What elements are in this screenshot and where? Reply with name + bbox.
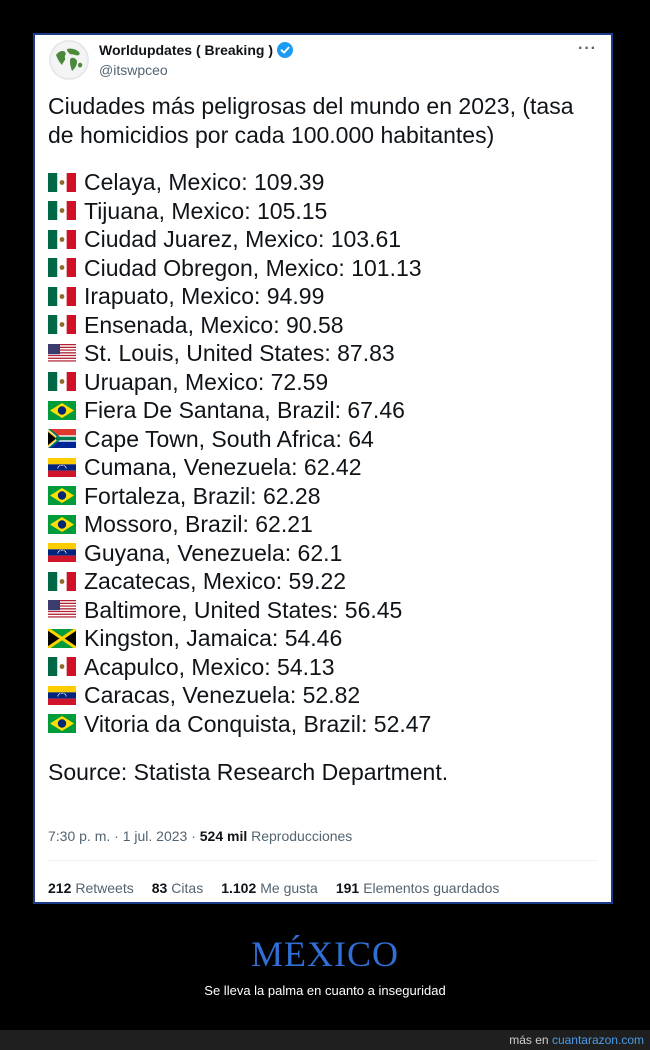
city-item-text: Baltimore, United States: 56.45 [84,596,403,623]
stat-label: Retweets [75,880,134,896]
city-list: Celaya, Mexico: 109.39 Tijuana, Mexico: 1… [48,168,604,738]
city-item: Zacatecas, Mexico: 59.22 [48,567,604,596]
south-africa-flag-icon [48,429,76,449]
mexico-flag-icon [48,286,76,306]
mexico-flag-icon [48,315,76,335]
mexico-flag-icon [48,201,76,221]
city-item-text: St. Louis, United States: 87.83 [84,340,395,366]
usa-flag-icon [48,343,76,363]
city-item-text: Kingston, Jamaica: 54.46 [84,625,343,651]
city-item-text: Ciudad Juarez, Mexico: 103.61 [84,226,402,252]
tweet-timestamp[interactable]: 7:30 p. m. · 1 jul. 2023 · [48,828,196,844]
city-item: Cumana, Venezuela: 62.42 [48,453,604,482]
brazil-flag-icon [48,400,76,420]
stat-count: 1.102 [221,880,257,896]
footer-text: más en cuantarazon.com [509,1033,644,1047]
globe-icon [51,42,87,78]
usa-flag-icon [48,600,76,620]
stat-count: 191 [335,880,360,896]
city-item-text: Fortaleza, Brazil: 62.28 [84,482,321,509]
venezuela-flag-icon [48,685,76,705]
more-options-icon[interactable]: ··· [578,40,597,57]
tweet-meta: 7:30 p. m. · 1 jul. 2023 · 524 mil Repro… [48,828,352,844]
stat-elementos-guardados[interactable]: 191 Elementos guardados [336,880,500,896]
city-item: Baltimore, United States: 56.45 [48,596,604,625]
stat-count: 83 [151,880,168,896]
mexico-flag-icon [48,258,76,278]
brazil-flag-icon [48,514,76,534]
city-item-text: Tijuana, Mexico: 105.15 [84,197,328,224]
caption-subtitle: Se lleva la palma en cuanto a insegurida… [204,983,446,998]
city-item: Vitoria da Conquista, Brazil: 52.47 [48,710,604,739]
stat-label: Me gusta [260,880,318,896]
city-item-text: Caracas, Venezuela: 52.82 [84,682,361,708]
city-item: Cape Town, South Africa: 64 [48,425,604,454]
city-item: Mossoro, Brazil: 62.21 [48,510,604,539]
views-count: 524 mil [199,828,248,844]
stat-label: Elementos guardados [363,880,500,896]
city-item: Kingston, Jamaica: 54.46 [48,624,604,653]
stat-citas[interactable]: 83 Citas [152,880,203,896]
city-item-text: Cumana, Venezuela: 62.42 [84,454,362,480]
city-item-text: Mossoro, Brazil: 62.21 [84,511,313,537]
author-name-row[interactable]: Worldupdates ( Breaking ) [99,41,293,59]
city-item-text: Ciudad Obregon, Mexico: 101.13 [84,254,422,281]
city-item: Fortaleza, Brazil: 62.28 [48,482,604,511]
footer-bar: más en cuantarazon.com [0,1030,650,1050]
mexico-flag-icon [48,172,76,192]
jamaica-flag-icon [48,628,76,648]
engagement-stats: 212 Retweets 83 Citas 1.102 Me gusta 191 Elemen… [48,880,499,896]
venezuela-flag-icon [48,543,76,563]
city-item: Celaya, Mexico: 109.39 [48,168,604,197]
city-item: St. Louis, United States: 87.83 [48,339,604,368]
avatar[interactable] [49,40,89,80]
footer-site-link[interactable]: cuantarazon.com [551,1033,644,1047]
author-name[interactable]: Worldupdates ( Breaking ) [99,42,273,58]
city-item: Acapulco, Mexico: 54.13 [48,653,604,682]
tweet-source: Source: Statista Research Department. [48,759,449,785]
city-item-text: Irapuato, Mexico: 94.99 [84,283,325,309]
city-item-text: Zacatecas, Mexico: 59.22 [84,568,347,594]
city-item-text: Fiera De Santana, Brazil: 67.46 [84,397,405,423]
city-item: Caracas, Venezuela: 52.82 [48,681,604,710]
city-item-text: Uruapan, Mexico: 72.59 [84,368,329,395]
stat-label: Citas [171,880,204,896]
footer-prefix: más en [509,1033,549,1047]
tweet-card: Worldupdates ( Breaking ) @itswpceo ··· … [33,33,613,904]
city-item: Guyana, Venezuela: 62.1 [48,539,604,568]
city-item-text: Celaya, Mexico: 109.39 [84,169,325,195]
venezuela-flag-icon [48,457,76,477]
divider [48,860,598,861]
city-item: Fiera De Santana, Brazil: 67.46 [48,396,604,425]
mexico-flag-icon [48,571,76,591]
city-item-text: Cape Town, South Africa: 64 [84,425,374,452]
stat-count: 212 [48,880,72,896]
city-item-text: Acapulco, Mexico: 54.13 [84,653,335,680]
author-handle[interactable]: @itswpceo [99,62,168,78]
stat-me-gusta[interactable]: 1.102 Me gusta [221,880,318,896]
stat-retweets[interactable]: 212 Retweets [48,880,134,896]
city-item: Ciudad Obregon, Mexico: 101.13 [48,254,604,283]
brazil-flag-icon [48,486,76,506]
tweet-text: Ciudades más peligrosas del mundo en 202… [48,92,604,787]
caption-title: MÉXICO [251,934,399,974]
mexico-flag-icon [48,657,76,677]
city-item-text: Ensenada, Mexico: 90.58 [84,311,344,338]
city-item: Irapuato, Mexico: 94.99 [48,282,604,311]
city-item-text: Guyana, Venezuela: 62.1 [84,539,343,566]
verified-badge-icon [276,42,293,58]
mexico-flag-icon [48,229,76,249]
city-item-text: Vitoria da Conquista, Brazil: 52.47 [84,710,432,737]
mexico-flag-icon [48,372,76,392]
city-item: Tijuana, Mexico: 105.15 [48,197,604,226]
tweet-intro: Ciudades más peligrosas del mundo en 202… [48,93,574,148]
brazil-flag-icon [48,714,76,734]
views-label: Reproducciones [251,828,353,844]
city-item: Ensenada, Mexico: 90.58 [48,311,604,340]
city-item: Ciudad Juarez, Mexico: 103.61 [48,225,604,254]
city-item: Uruapan, Mexico: 72.59 [48,368,604,397]
